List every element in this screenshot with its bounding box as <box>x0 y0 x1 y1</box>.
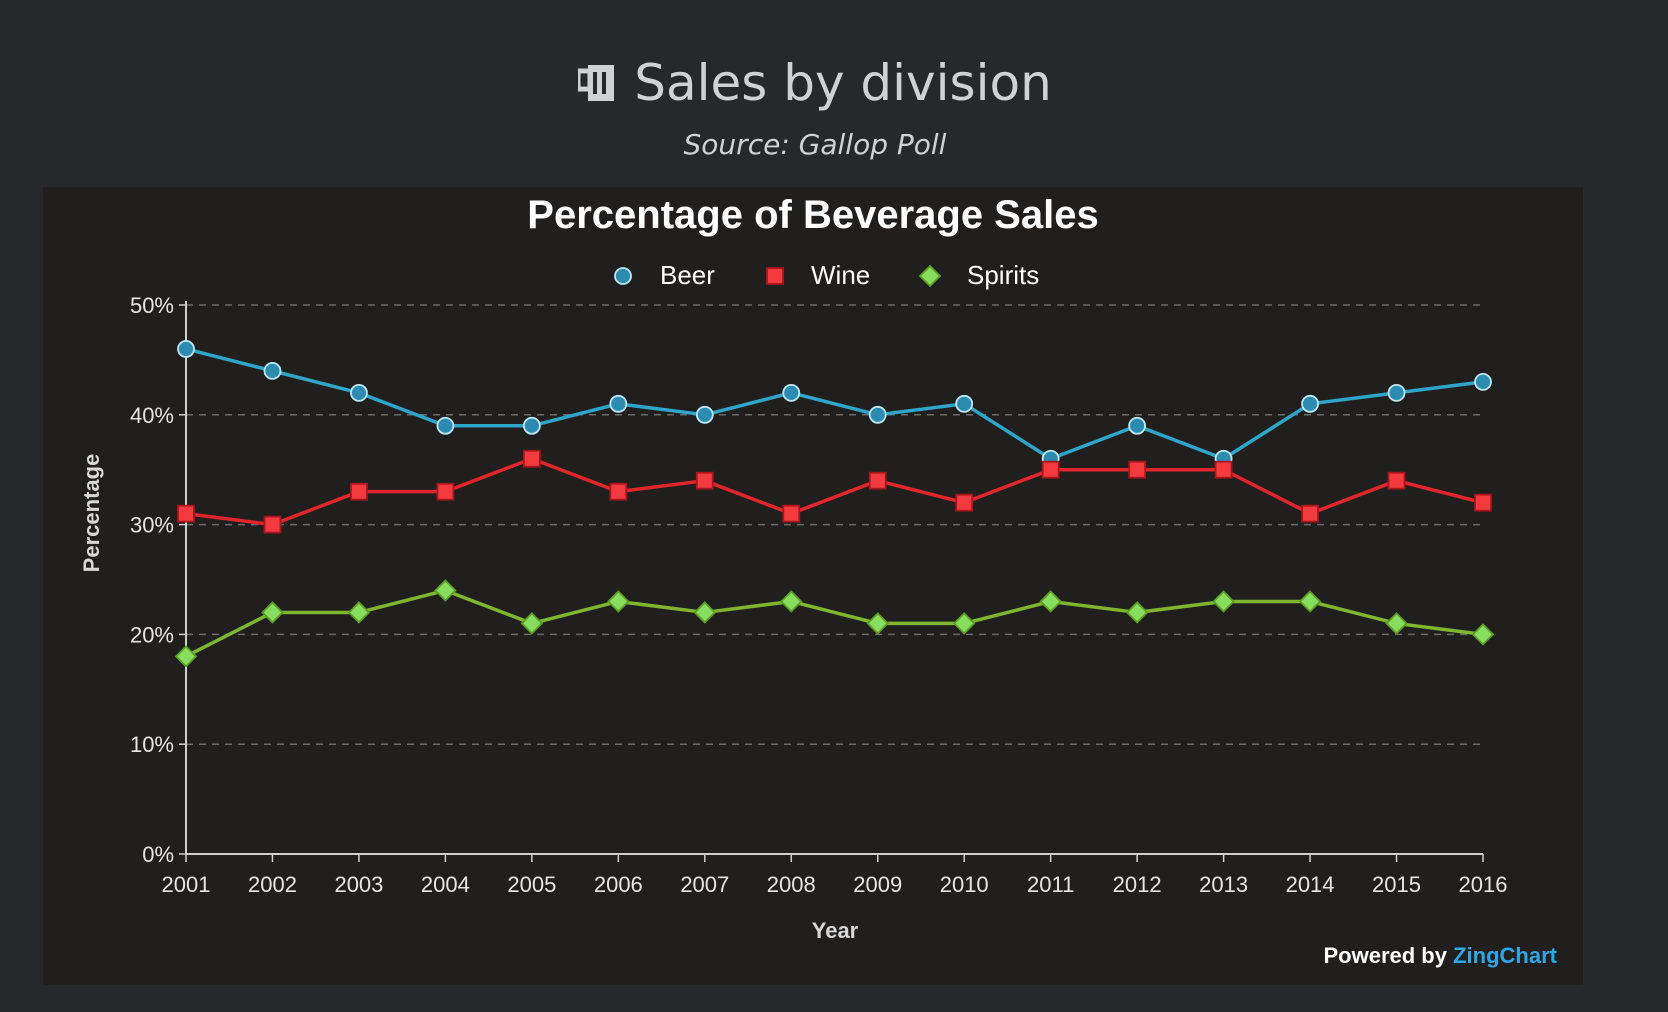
y-tick-label: 50% <box>130 293 174 318</box>
line-chart: Percentage of Beverage Sales Beer Wine Spi… <box>79 193 1508 943</box>
spirits-point[interactable] <box>779 590 803 613</box>
y-tick-label: 0% <box>142 842 174 867</box>
spirits-point[interactable] <box>520 612 544 635</box>
powered-by[interactable]: Powered by ZingChart <box>1324 943 1558 969</box>
spirits-point[interactable] <box>347 601 371 624</box>
spirits-line <box>185 588 1484 658</box>
beer-point[interactable] <box>1128 416 1147 435</box>
beer-point[interactable] <box>868 405 887 424</box>
wine-point[interactable] <box>1214 460 1233 479</box>
x-tick-label: 2006 <box>594 872 643 897</box>
x-tick-label: 2011 <box>1027 872 1074 897</box>
spirits-point[interactable] <box>1471 623 1495 646</box>
axes: 0% 10% 20% 30% 40% 50% 2001 2002 2003 2004 2005 200… <box>130 293 1508 897</box>
wine-point[interactable] <box>1041 460 1060 479</box>
spirits-point[interactable] <box>261 601 284 624</box>
beer-point[interactable] <box>177 340 195 358</box>
legend-label-spirits: Spirits <box>967 260 1039 290</box>
series-beer <box>177 340 1492 468</box>
beer-point[interactable] <box>955 394 974 413</box>
page-title: Sales by division <box>0 48 1630 118</box>
beer-line <box>185 347 1484 461</box>
x-tick-label: 2010 <box>940 872 989 897</box>
series-group <box>174 340 1495 668</box>
beer-point[interactable] <box>522 416 541 435</box>
spirits-point[interactable] <box>952 612 976 635</box>
wine-point[interactable] <box>436 482 455 501</box>
spirits-point[interactable] <box>1298 590 1322 613</box>
x-tick-label: 2009 <box>853 872 902 897</box>
beer-point[interactable] <box>1387 383 1406 402</box>
legend-marker-wine[interactable] <box>766 267 784 285</box>
x-tick-label: 2001 <box>162 872 211 897</box>
page-title-text: Sales by division <box>634 54 1052 112</box>
spirits-point[interactable] <box>693 601 717 624</box>
y-tick-label: 40% <box>130 403 174 428</box>
wine-point[interactable] <box>350 482 368 501</box>
x-tick-label: 2013 <box>1199 872 1248 897</box>
beer-point[interactable] <box>1301 394 1319 413</box>
page-subtitle: Source: Gallop Poll <box>683 128 947 161</box>
spirits-point[interactable] <box>607 590 630 613</box>
spirits-point[interactable] <box>434 579 457 602</box>
wine-point[interactable] <box>1301 504 1319 523</box>
x-tick-label: 2012 <box>1113 872 1162 897</box>
x-axis-title: Year <box>812 918 859 943</box>
x-tick-label: 2016 <box>1459 872 1508 897</box>
wine-point[interactable] <box>868 471 887 490</box>
wine-point[interactable] <box>263 515 282 534</box>
beer-point[interactable] <box>695 405 714 424</box>
series-spirits <box>174 579 1495 668</box>
legend-item-wine[interactable]: Wine <box>766 260 870 290</box>
beer-point[interactable] <box>263 361 282 380</box>
wine-point[interactable] <box>955 493 974 512</box>
wine-point[interactable] <box>522 449 541 468</box>
x-tick-label: 2007 <box>680 872 729 897</box>
legend-item-beer[interactable]: Beer <box>614 260 715 290</box>
y-tick-label: 30% <box>130 513 174 538</box>
zingchart-link[interactable]: ZingChart <box>1453 943 1557 968</box>
wine-line <box>185 456 1484 527</box>
x-tick-label: 2015 <box>1372 872 1421 897</box>
wine-point[interactable] <box>177 504 195 523</box>
chart-title: Percentage of Beverage Sales <box>527 193 1098 237</box>
x-tick-label: 2003 <box>334 872 383 897</box>
wine-point[interactable] <box>1128 460 1147 479</box>
spirits-point[interactable] <box>1385 612 1408 635</box>
beer-point[interactable] <box>782 383 801 402</box>
legend-item-spirits[interactable]: Spirits <box>918 260 1039 290</box>
x-tick-label: 2005 <box>507 872 556 897</box>
grid-lines <box>186 304 1483 745</box>
x-tick-label: 2004 <box>421 872 470 897</box>
y-axis-title: Percentage <box>79 454 104 573</box>
spirits-point[interactable] <box>1039 590 1062 613</box>
legend-label-beer: Beer <box>660 260 715 290</box>
wine-point[interactable] <box>609 482 628 501</box>
series-wine <box>177 449 1492 534</box>
x-tick-label: 2002 <box>248 872 297 897</box>
beer-mug-icon <box>578 65 615 101</box>
x-tick-label: 2008 <box>767 872 816 897</box>
chart-panel: Percentage of Beverage Sales Beer Wine Spi… <box>43 187 1583 985</box>
legend-marker-spirits[interactable] <box>918 264 942 288</box>
legend-label-wine: Wine <box>811 260 870 290</box>
powered-prefix: Powered by <box>1323 943 1447 968</box>
legend-marker-beer[interactable] <box>614 267 632 285</box>
beer-point[interactable] <box>609 394 628 413</box>
x-tick-label: 2014 <box>1286 872 1335 897</box>
beer-point[interactable] <box>436 416 455 435</box>
beer-point[interactable] <box>1474 372 1492 391</box>
chart-legend: Beer Wine Spirits <box>614 260 1039 290</box>
spirits-point[interactable] <box>1125 601 1149 624</box>
spirits-point[interactable] <box>174 645 198 668</box>
wine-point[interactable] <box>1474 493 1492 512</box>
wine-point[interactable] <box>1387 471 1406 490</box>
beer-point[interactable] <box>350 383 368 402</box>
wine-point[interactable] <box>695 471 714 490</box>
y-tick-label: 20% <box>130 622 174 647</box>
wine-point[interactable] <box>782 504 801 523</box>
y-tick-label: 10% <box>130 732 174 757</box>
spirits-point[interactable] <box>866 612 890 635</box>
spirits-point[interactable] <box>1212 590 1235 613</box>
